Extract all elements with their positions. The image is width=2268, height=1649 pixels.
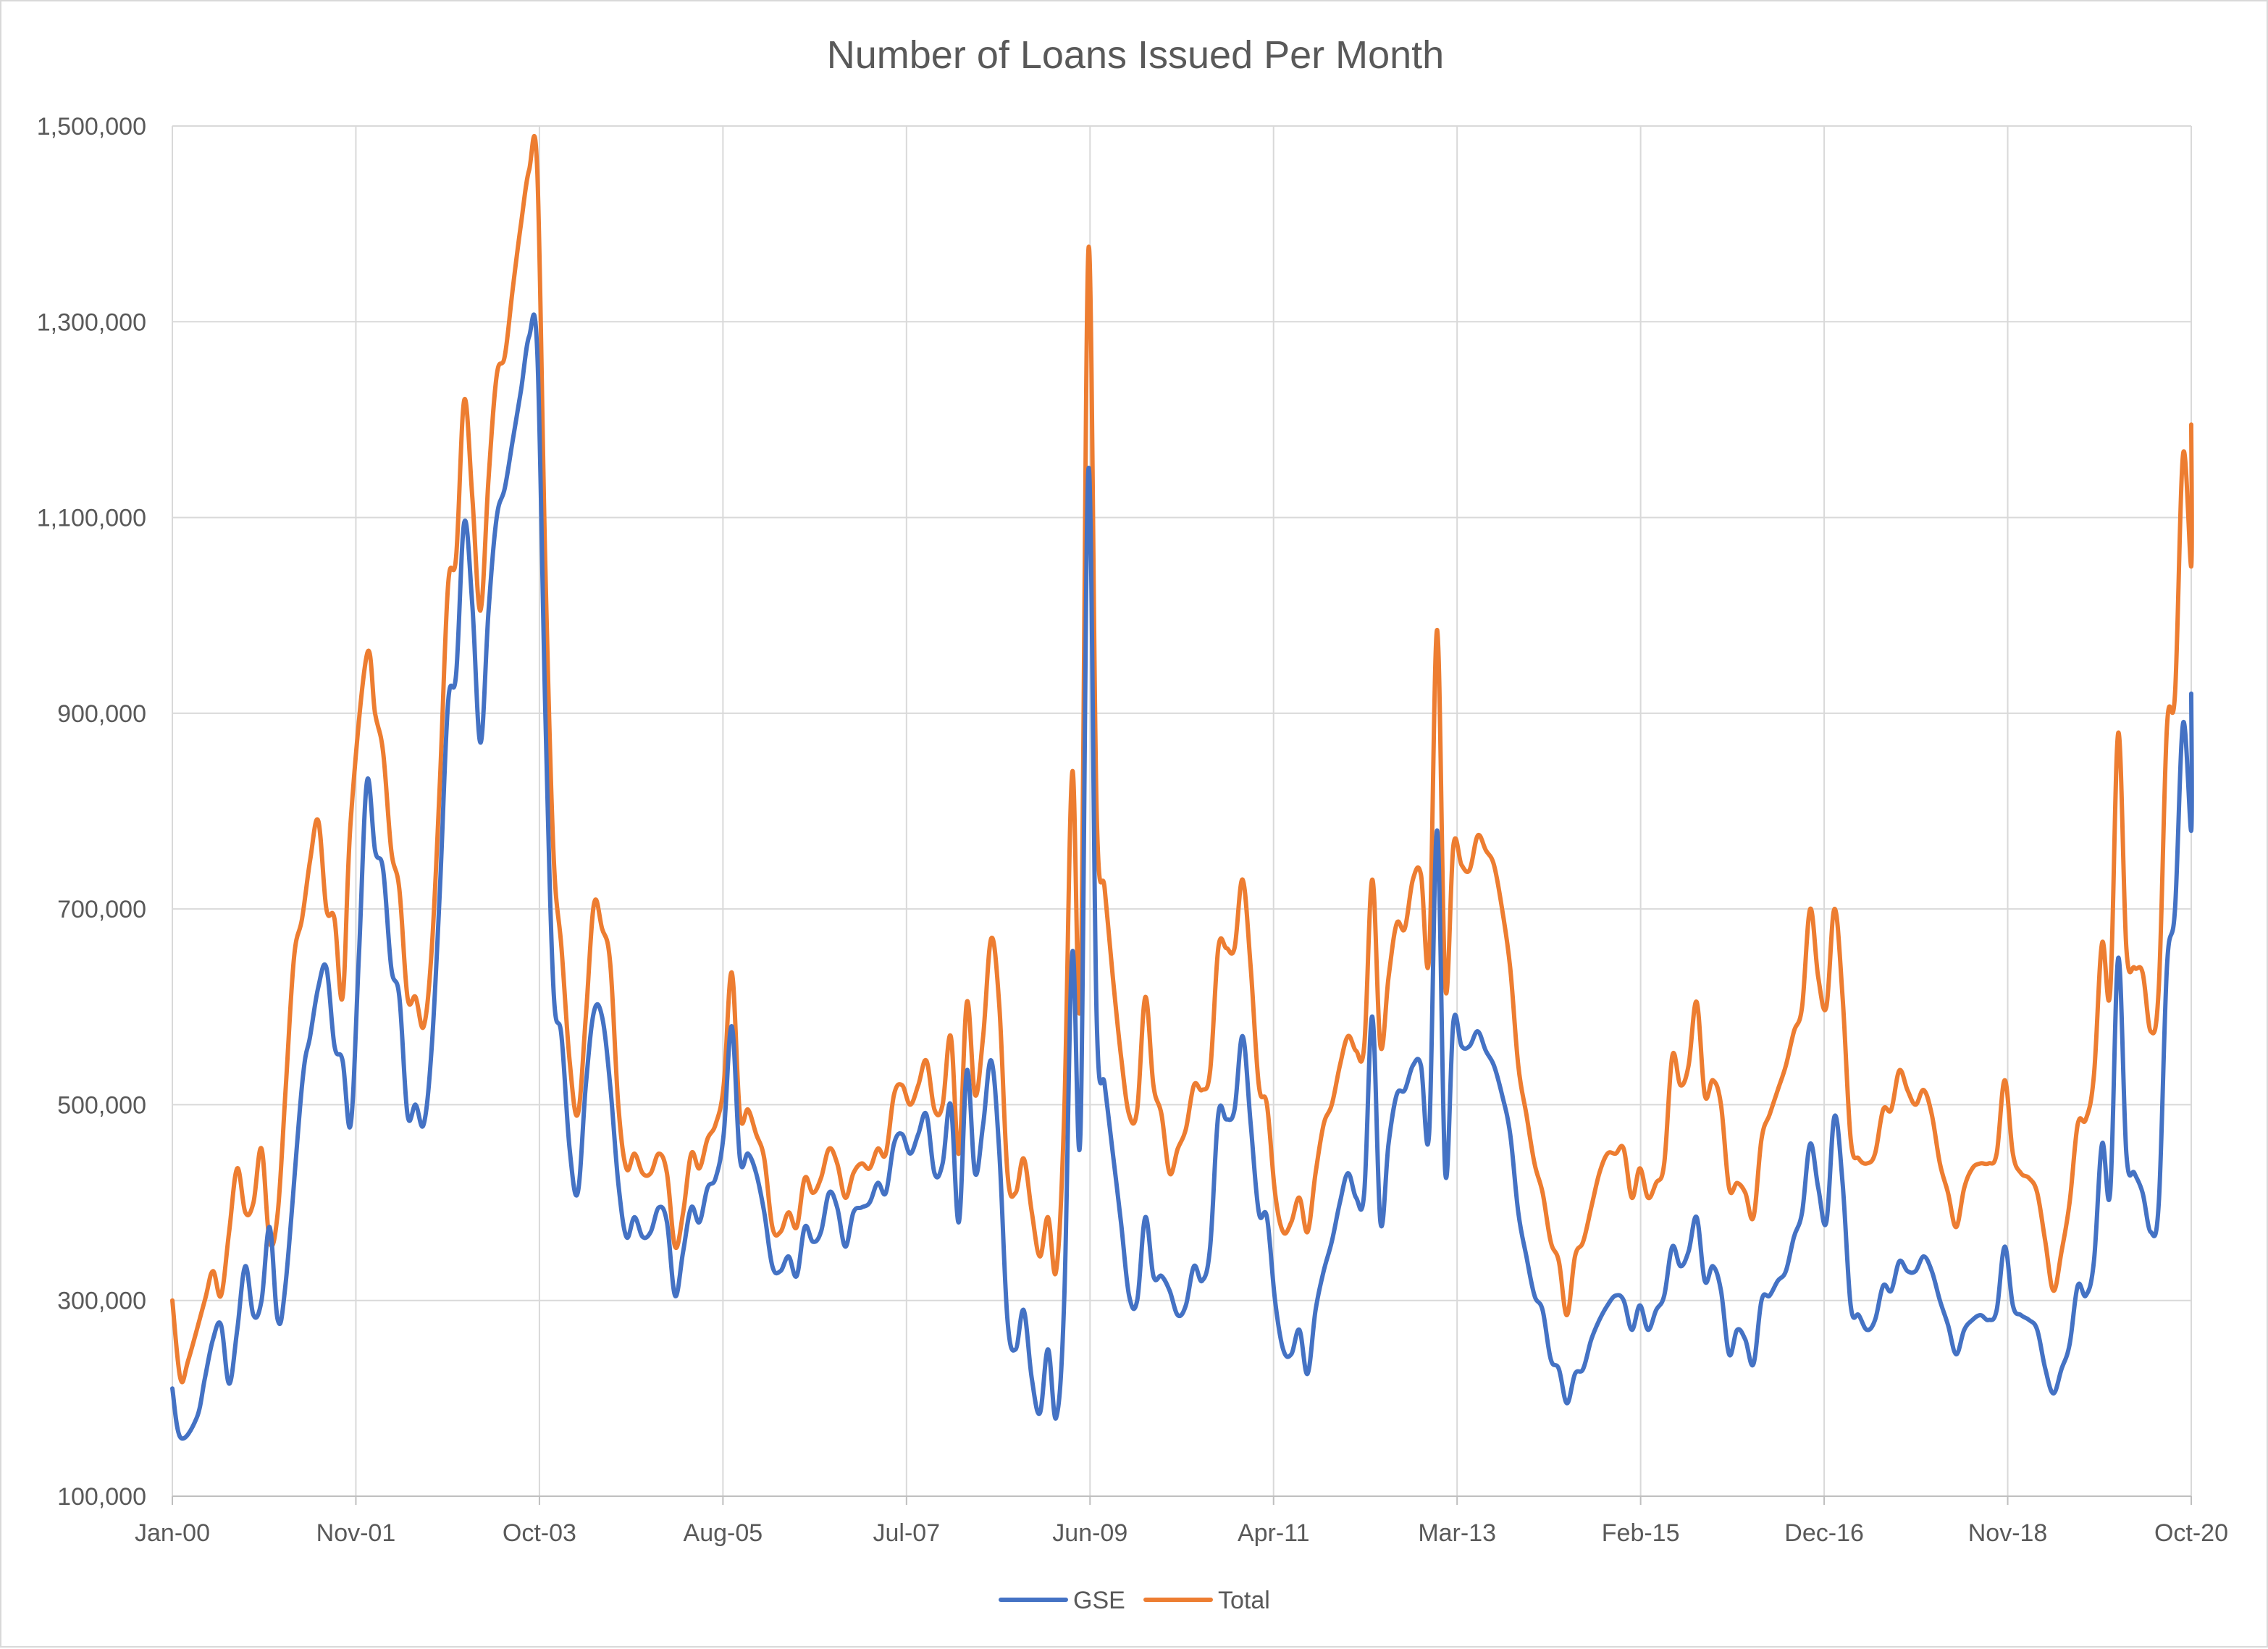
x-tick-label: Aug-05	[684, 1519, 763, 1547]
x-tick-label: Oct-03	[503, 1519, 576, 1547]
y-tick-label: 100,000	[57, 1483, 146, 1511]
x-tick-label: Jun-09	[1052, 1519, 1127, 1547]
y-tick-label: 1,500,000	[37, 113, 146, 140]
y-tick-label: 700,000	[57, 896, 146, 923]
axes: 100,000 300,000 500,000 700,000 900,000 1,100…	[37, 113, 2228, 1547]
series-line-total	[170, 134, 2194, 1385]
y-tick-label: 1,100,000	[37, 505, 146, 532]
y-tick-label: 500,000	[57, 1091, 146, 1119]
y-tick-label: 900,000	[57, 700, 146, 728]
x-tick-label: Feb-15	[1602, 1519, 1680, 1547]
x-tick-label: Nov-18	[1968, 1519, 2048, 1547]
x-tick-label: Nov-01	[316, 1519, 396, 1547]
x-tick-label: Dec-16	[1784, 1519, 1864, 1547]
series-line-gse	[170, 312, 2194, 1441]
legend-label-total: Total	[1218, 1587, 1270, 1614]
x-tick-label: Jul-07	[873, 1519, 941, 1547]
x-tick-label: Apr-11	[1238, 1519, 1310, 1547]
x-tick-label: Mar-13	[1418, 1519, 1496, 1547]
legend: GSE Total	[999, 1587, 1270, 1614]
y-tick-label: 1,300,000	[37, 309, 146, 336]
legend-label-gse: GSE	[1073, 1587, 1125, 1614]
series-lines	[170, 134, 2194, 1441]
x-tick-label: Jan-00	[135, 1519, 210, 1547]
chart-title: Number of Loans Issued Per Month	[827, 33, 1444, 77]
y-tick-label: 300,000	[57, 1288, 146, 1315]
x-tick-label: Oct-20	[2154, 1519, 2228, 1547]
